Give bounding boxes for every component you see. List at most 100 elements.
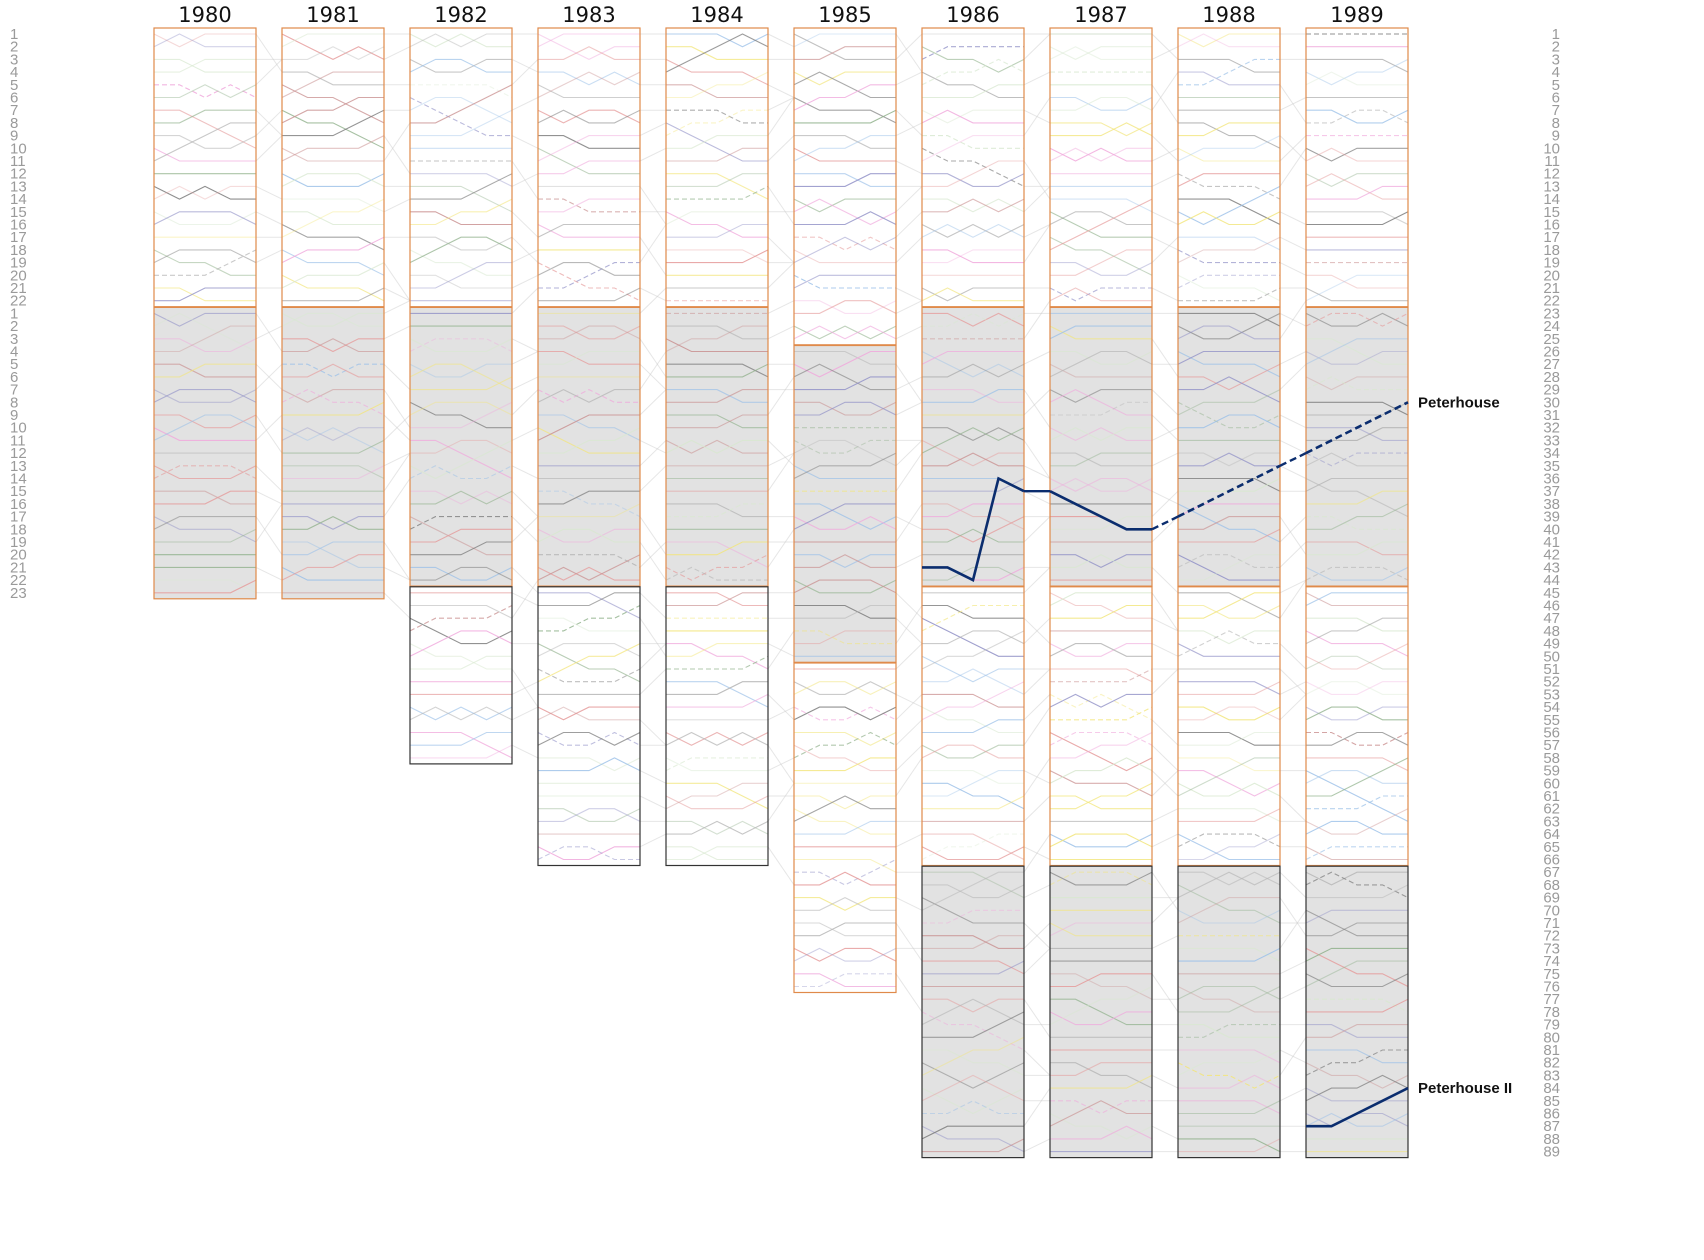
crew-line bbox=[1049, 287, 1152, 302]
crew-line bbox=[794, 871, 896, 886]
connector-line bbox=[1279, 135, 1307, 162]
crew-line bbox=[409, 465, 513, 480]
crew-line bbox=[1306, 427, 1408, 441]
left-rank-label: 7 bbox=[10, 382, 18, 399]
crew-line bbox=[1306, 998, 1409, 1013]
crew-line bbox=[537, 414, 640, 441]
right-rank-label: 63 bbox=[1543, 813, 1560, 830]
crew-line bbox=[1305, 630, 1409, 657]
crew-line bbox=[1050, 516, 1152, 530]
crew-line bbox=[666, 46, 768, 60]
crew-line bbox=[154, 84, 257, 99]
right-rank-label: 67 bbox=[1543, 864, 1560, 881]
crew-line bbox=[1050, 1100, 1152, 1115]
crew-line bbox=[538, 46, 640, 60]
crew-line bbox=[1049, 325, 1152, 340]
connector-line bbox=[511, 135, 539, 149]
crew-line bbox=[794, 604, 896, 619]
crew-line bbox=[1177, 833, 1281, 848]
crew-line bbox=[282, 338, 384, 353]
crew-line bbox=[666, 71, 769, 99]
left-rank-label: 8 bbox=[10, 394, 18, 411]
crew-line bbox=[1049, 922, 1152, 937]
right-rank-label: 16 bbox=[1543, 217, 1560, 234]
crew-line bbox=[409, 516, 512, 530]
connector-line bbox=[895, 236, 923, 263]
connector-line bbox=[895, 33, 923, 60]
crew-line bbox=[1305, 1049, 1408, 1076]
crew-line bbox=[538, 490, 641, 518]
crew-line bbox=[1178, 58, 1280, 86]
right-rank-label: 62 bbox=[1543, 801, 1560, 818]
connector-line bbox=[511, 744, 539, 759]
right-rank-label: 37 bbox=[1543, 483, 1560, 500]
crew-line bbox=[282, 541, 384, 556]
left-rank-label: 18 bbox=[10, 521, 27, 538]
connector-line bbox=[1023, 160, 1051, 200]
connector-line bbox=[1023, 1138, 1051, 1153]
crew-line bbox=[409, 33, 512, 48]
connector-line bbox=[1279, 414, 1307, 429]
crew-line bbox=[922, 160, 1024, 187]
connector-line bbox=[1279, 312, 1307, 327]
crew-line bbox=[1178, 1100, 1281, 1115]
crew-line bbox=[922, 312, 1025, 327]
connector-line bbox=[1151, 973, 1179, 1013]
crew-line bbox=[154, 528, 257, 543]
right-rank-label: 48 bbox=[1543, 623, 1560, 640]
crew-line bbox=[794, 795, 896, 810]
crew-line bbox=[922, 516, 1025, 543]
crew-line bbox=[666, 389, 768, 403]
right-rank-label: 73 bbox=[1543, 940, 1560, 957]
crew-line bbox=[282, 401, 385, 416]
crew-line bbox=[1049, 693, 1153, 721]
right-rank-label: 4 bbox=[1552, 64, 1560, 81]
connector-line bbox=[1151, 427, 1179, 441]
crew-line bbox=[794, 973, 896, 988]
crew-line bbox=[409, 630, 513, 657]
crew-line bbox=[793, 84, 896, 111]
connector-line bbox=[383, 287, 411, 302]
connector-line bbox=[1279, 910, 1307, 949]
crew-line bbox=[1306, 109, 1409, 124]
right-rank-label: 13 bbox=[1543, 178, 1560, 195]
connector-line bbox=[1279, 681, 1307, 695]
crew-line bbox=[282, 465, 385, 479]
crew-line bbox=[281, 554, 384, 581]
crew-line bbox=[665, 109, 768, 137]
left-rank-label: 23 bbox=[10, 585, 27, 602]
connector-line bbox=[767, 643, 795, 657]
crew-line bbox=[1178, 554, 1280, 581]
crew-line bbox=[921, 350, 1024, 365]
right-rank-label: 32 bbox=[1543, 420, 1560, 437]
right-rank-label: 79 bbox=[1543, 1017, 1560, 1034]
crew-line bbox=[1177, 401, 1281, 429]
right-rank-label: 88 bbox=[1543, 1131, 1560, 1148]
connector-line bbox=[255, 325, 283, 340]
crew-line bbox=[794, 350, 896, 365]
connector-line bbox=[895, 694, 923, 721]
right-rank-label: 89 bbox=[1543, 1144, 1560, 1161]
crew-line bbox=[1050, 732, 1153, 759]
division-shade bbox=[1178, 866, 1280, 1158]
connector-line bbox=[383, 478, 411, 517]
crew-line bbox=[921, 1087, 1025, 1115]
connector-line bbox=[1279, 694, 1307, 721]
right-rank-label: 61 bbox=[1543, 788, 1560, 805]
crew-line bbox=[281, 389, 384, 403]
right-rank-label: 84 bbox=[1543, 1080, 1560, 1097]
crew-line bbox=[281, 274, 385, 302]
crew-line bbox=[922, 389, 1024, 403]
division-blocks bbox=[154, 307, 1408, 1158]
crew-line bbox=[793, 325, 897, 340]
crew-line bbox=[794, 211, 897, 226]
crew-line bbox=[410, 173, 513, 187]
crew-line bbox=[1049, 592, 1152, 619]
right-rank-label: 50 bbox=[1543, 648, 1560, 665]
crew-line bbox=[922, 363, 1025, 378]
crew-line bbox=[1305, 643, 1409, 670]
crew-line bbox=[153, 211, 257, 226]
left-rank-label: 12 bbox=[10, 445, 27, 462]
crew-line bbox=[281, 198, 385, 238]
